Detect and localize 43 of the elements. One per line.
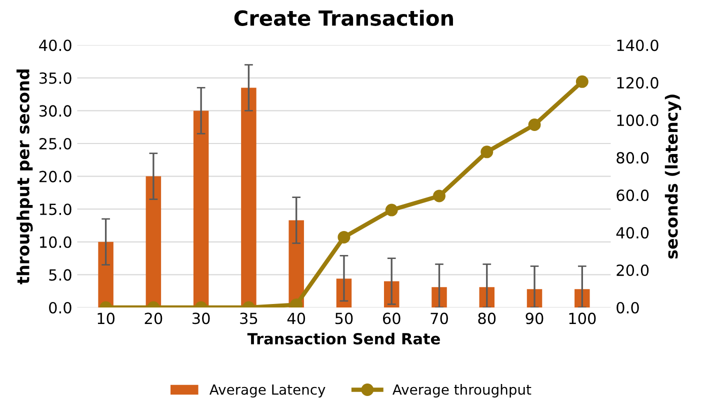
point bbox=[480, 146, 494, 158]
y2-tick-label: 60.0 bbox=[616, 190, 649, 202]
y2-tick-label: 40.0 bbox=[616, 226, 649, 239]
y-tick-label: 25.0 bbox=[39, 138, 72, 150]
chart-title: Create Transaction bbox=[234, 10, 453, 26]
y2-tick-label: 140.0 bbox=[617, 40, 658, 52]
x-tick-label: 70 bbox=[430, 312, 448, 324]
x-tick-label: 10 bbox=[98, 312, 115, 324]
point bbox=[576, 75, 588, 88]
y-axis-title: throughput per second bbox=[16, 70, 33, 284]
point bbox=[528, 118, 541, 132]
x-tick-label: 80 bbox=[478, 312, 496, 324]
y2-tick-label: 100.0 bbox=[617, 114, 658, 126]
bar bbox=[193, 110, 209, 308]
y-tick-label: 30.0 bbox=[40, 105, 72, 117]
legend-label: Average Latency bbox=[210, 384, 326, 398]
x-tick-label: 30 bbox=[192, 312, 210, 324]
x-tick-label: 100 bbox=[569, 312, 596, 324]
point bbox=[338, 230, 350, 244]
y-tick-label: 15.0 bbox=[40, 204, 72, 216]
point bbox=[433, 190, 446, 202]
x-tick-label: 20 bbox=[144, 312, 162, 324]
y-tick-label: 5.0 bbox=[49, 269, 72, 281]
bar bbox=[146, 176, 162, 308]
bar bbox=[241, 88, 256, 308]
y2-tick-label: 0.0 bbox=[616, 302, 639, 314]
y-tick-label: 10.0 bbox=[40, 236, 72, 248]
x-tick-label: 40 bbox=[287, 312, 306, 324]
y2-axis-title: seconds (latency) bbox=[664, 94, 682, 259]
y-tick-label: 0.0 bbox=[49, 302, 72, 314]
y2-tick-label: 20.0 bbox=[616, 264, 649, 276]
legend-label: Average throughput bbox=[392, 384, 532, 398]
y-tick-label: 40.0 bbox=[39, 40, 72, 52]
y-tick-label: 20.0 bbox=[39, 170, 72, 182]
x-axis-title: Transaction Send Rate bbox=[247, 332, 440, 345]
x-tick-label: 50 bbox=[335, 312, 353, 324]
x-tick-label: 90 bbox=[526, 312, 544, 324]
x-tick-label: 60 bbox=[382, 312, 400, 324]
y2-tick-label: 80.0 bbox=[616, 152, 649, 164]
point bbox=[385, 204, 398, 216]
x-tick-label: 35 bbox=[240, 312, 258, 324]
y-tick-label: 35.0 bbox=[40, 72, 72, 84]
y2-tick-label: 120.0 bbox=[617, 77, 658, 89]
